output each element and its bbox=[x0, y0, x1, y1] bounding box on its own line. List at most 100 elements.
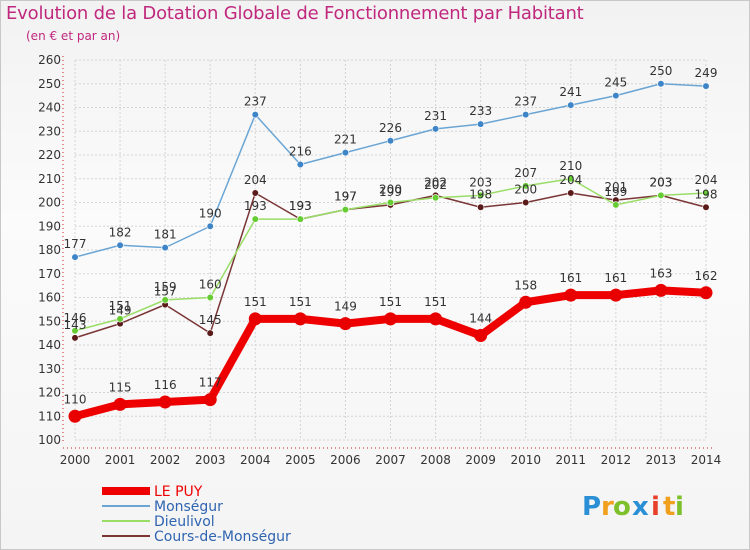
y-tick-label: 250 bbox=[38, 77, 61, 91]
data-label: 159 bbox=[154, 280, 177, 294]
data-point bbox=[71, 327, 79, 335]
data-label: 151 bbox=[424, 295, 447, 309]
data-point bbox=[522, 111, 530, 119]
y-tick-label: 170 bbox=[38, 267, 61, 281]
data-label: 204 bbox=[559, 173, 582, 187]
data-label: 193 bbox=[244, 199, 267, 213]
data-point bbox=[657, 80, 665, 88]
data-label: 117 bbox=[199, 376, 222, 390]
data-point bbox=[564, 288, 578, 302]
x-tick-label: 2009 bbox=[465, 453, 496, 467]
y-tick-label: 100 bbox=[38, 433, 61, 447]
data-point bbox=[386, 137, 395, 145]
x-tick-label: 2010 bbox=[510, 453, 541, 467]
data-point bbox=[203, 393, 217, 407]
data-label: 200 bbox=[514, 183, 537, 197]
legend-label: Dieulivol bbox=[154, 514, 215, 530]
chart-subtitle: (en € et par an) bbox=[26, 29, 121, 43]
data-point bbox=[384, 312, 397, 326]
data-label: 204 bbox=[695, 173, 718, 187]
data-label: 160 bbox=[199, 278, 222, 292]
data-label: 237 bbox=[244, 95, 267, 109]
data-label: 216 bbox=[289, 145, 312, 159]
data-point bbox=[116, 315, 124, 323]
data-label: 226 bbox=[379, 121, 402, 135]
data-label: 146 bbox=[64, 311, 87, 325]
data-point bbox=[71, 253, 79, 261]
data-point bbox=[702, 82, 710, 90]
data-label: 193 bbox=[289, 199, 312, 213]
x-tick-label: 2013 bbox=[646, 453, 677, 467]
data-point bbox=[161, 244, 169, 252]
axes: 1001101201301401501601701801902002102202… bbox=[38, 53, 721, 467]
data-point bbox=[657, 191, 665, 199]
data-point bbox=[612, 201, 620, 209]
data-point bbox=[251, 215, 259, 223]
data-label: 200 bbox=[379, 183, 402, 197]
x-tick-label: 2006 bbox=[330, 453, 361, 467]
data-point bbox=[522, 198, 530, 207]
data-label: 202 bbox=[424, 178, 447, 192]
data-label: 201 bbox=[604, 180, 627, 194]
logo-letter: P bbox=[582, 492, 601, 522]
x-tick-label: 2005 bbox=[285, 453, 316, 467]
data-point bbox=[161, 296, 169, 304]
data-label: 116 bbox=[154, 378, 177, 392]
data-point bbox=[206, 329, 214, 337]
x-tick-label: 2007 bbox=[375, 453, 406, 467]
data-label: 203 bbox=[469, 175, 492, 189]
data-point bbox=[477, 203, 485, 211]
data-point bbox=[429, 312, 443, 326]
data-point bbox=[251, 111, 259, 119]
data-point bbox=[116, 241, 124, 249]
y-tick-label: 150 bbox=[38, 314, 61, 328]
data-point bbox=[206, 222, 214, 230]
data-point bbox=[477, 120, 485, 128]
data-label: 241 bbox=[559, 85, 582, 99]
y-tick-label: 140 bbox=[38, 338, 61, 352]
data-point bbox=[293, 312, 307, 326]
data-label: 210 bbox=[559, 159, 582, 173]
data-point bbox=[206, 293, 214, 302]
data-label: 181 bbox=[154, 228, 177, 242]
data-point bbox=[609, 288, 623, 302]
data-point bbox=[158, 395, 172, 409]
data-label: 162 bbox=[695, 269, 718, 283]
x-tick-label: 2003 bbox=[195, 453, 226, 467]
data-label: 198 bbox=[695, 187, 718, 201]
data-label: 151 bbox=[289, 295, 312, 309]
y-tick-label: 230 bbox=[38, 124, 61, 138]
legend-label: LE PUY bbox=[154, 484, 203, 500]
y-tick-label: 220 bbox=[38, 148, 61, 162]
data-label: 199 bbox=[604, 185, 627, 199]
x-tick-label: 2004 bbox=[240, 453, 271, 467]
data-point bbox=[71, 334, 79, 342]
data-label: 202 bbox=[424, 175, 447, 189]
data-point bbox=[702, 189, 710, 197]
data-point bbox=[567, 175, 575, 183]
logo-letter: t bbox=[663, 492, 675, 522]
x-tick-label: 2008 bbox=[420, 453, 451, 467]
x-tick-label: 2012 bbox=[601, 453, 632, 467]
legend-label: Monségur bbox=[154, 499, 223, 515]
logo-letter: i bbox=[651, 492, 660, 522]
data-label: 182 bbox=[109, 225, 132, 239]
x-tick-label: 2001 bbox=[105, 453, 136, 467]
data-label: 250 bbox=[649, 64, 672, 78]
data-label: 197 bbox=[334, 190, 357, 204]
data-label: 149 bbox=[109, 304, 132, 318]
data-label: 158 bbox=[514, 278, 537, 292]
y-tick-label: 240 bbox=[38, 101, 61, 115]
x-tick-label: 2000 bbox=[60, 453, 91, 467]
logo-letter: x bbox=[632, 492, 649, 522]
logo-letter: r bbox=[601, 492, 614, 522]
y-tick-label: 160 bbox=[38, 291, 61, 305]
y-tick-label: 260 bbox=[38, 53, 61, 67]
data-label: 149 bbox=[334, 300, 357, 314]
data-point bbox=[386, 198, 395, 207]
y-tick-label: 200 bbox=[38, 196, 61, 210]
x-tick-label: 2002 bbox=[150, 453, 181, 467]
